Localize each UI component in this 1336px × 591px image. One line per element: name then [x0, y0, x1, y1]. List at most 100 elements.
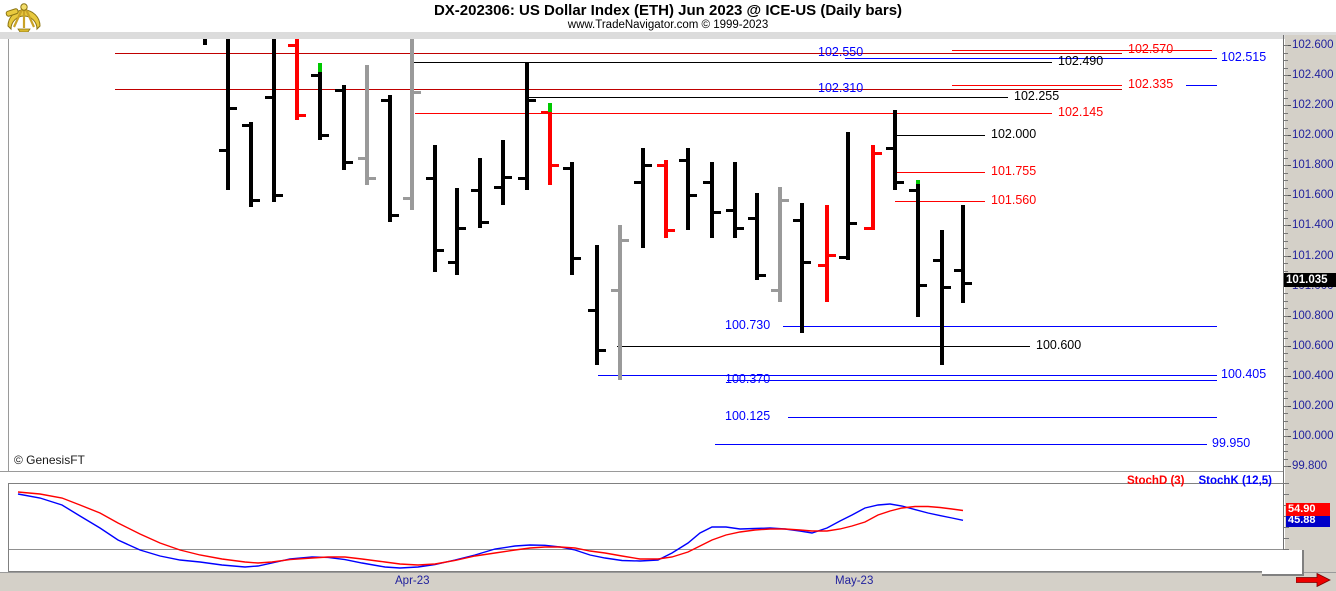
axis-minor-tick: [1284, 45, 1288, 46]
axis-label: 100.600: [1292, 340, 1334, 352]
level-label: 100.125: [725, 409, 771, 423]
axis-minor-tick: [1284, 361, 1288, 362]
level-label: 100.730: [725, 318, 771, 332]
level-label: 101.560: [991, 193, 1037, 207]
ohlc-close-tick: [850, 222, 857, 225]
level-line: [115, 53, 1122, 54]
axis-label: 100.400: [1292, 370, 1334, 382]
stoch-d-value-badge: 54.90: [1286, 503, 1330, 516]
axis-minor-tick: [1284, 195, 1288, 196]
ohlc-open-tick: [448, 261, 455, 264]
axis-minor-tick: [1284, 165, 1288, 166]
ohlc-close-tick: [645, 164, 652, 167]
stoch-axis-tick: [1284, 494, 1289, 495]
ohlc-close-tick: [599, 349, 606, 352]
axis-minor-tick: [1284, 406, 1288, 407]
axis-minor-tick: [1284, 256, 1288, 257]
trade-marker: [916, 180, 920, 184]
last-price-badge: 101.035: [1284, 273, 1336, 287]
axis-minor-tick: [1284, 233, 1288, 234]
ohlc-bar: [916, 183, 920, 317]
ohlc-open-tick: [954, 269, 961, 272]
level-label: 102.335: [1128, 77, 1174, 91]
axis-minor-tick: [1284, 90, 1288, 91]
axis-minor-tick: [1284, 444, 1288, 445]
axis-label: 100.800: [1292, 310, 1334, 322]
axis-minor-tick: [1284, 451, 1288, 452]
scroll-right-arrow-icon[interactable]: [1295, 572, 1332, 591]
date-label-apr: Apr-23: [395, 575, 430, 587]
ohlc-bar: [778, 187, 782, 302]
ohlc-open-tick: [471, 189, 478, 192]
ohlc-bar: [525, 62, 529, 190]
ohlc-close-tick: [276, 194, 283, 197]
level-line: [783, 326, 1217, 327]
ohlc-open-tick: [703, 181, 710, 184]
axis-minor-tick: [1284, 158, 1288, 159]
axis-minor-tick: [1284, 391, 1288, 392]
ohlc-close-tick: [965, 282, 972, 285]
level-line: [952, 85, 1122, 86]
level-line: [893, 172, 985, 173]
axis-minor-tick: [1284, 398, 1288, 399]
level-label: 102.310: [818, 81, 864, 95]
axis-minor-tick: [1284, 293, 1288, 294]
ohlc-open-tick: [886, 147, 893, 150]
axis-minor-tick: [1284, 128, 1288, 129]
stoch-gridline: [9, 549, 1283, 550]
ohlc-bar: [203, 39, 207, 45]
chart-title: DX-202306: US Dollar Index (ETH) Jun 202…: [433, 2, 903, 19]
stoch-panel: [8, 483, 1284, 572]
ohlc-open-tick: [933, 259, 940, 262]
axis-minor-tick: [1284, 210, 1288, 211]
ohlc-close-tick: [944, 286, 951, 289]
ohlc-bar: [800, 203, 804, 333]
axis-minor-tick: [1284, 53, 1288, 54]
chart-subtitle: www.TradeNavigator.com © 1999-2023: [567, 19, 769, 31]
level-label: 102.550: [818, 45, 864, 59]
ohlc-bar: [548, 112, 552, 185]
ohlc-close-tick: [253, 199, 260, 202]
ohlc-bar: [478, 158, 482, 228]
level-label: 99.950: [1212, 436, 1251, 450]
axis-minor-tick: [1284, 338, 1288, 339]
axis-minor-tick: [1284, 436, 1288, 437]
ohlc-open-tick: [494, 186, 501, 189]
ohlc-bar: [295, 39, 299, 120]
axis-label: 101.800: [1292, 159, 1334, 171]
stoch-axis-tick: [1284, 527, 1289, 528]
axis-label: 100.200: [1292, 400, 1334, 412]
level-label: 102.490: [1058, 54, 1104, 68]
ohlc-open-tick: [219, 149, 226, 152]
level-line: [598, 375, 1217, 376]
axis-minor-tick: [1284, 331, 1288, 332]
ohlc-open-tick: [541, 111, 548, 114]
stoch-d-legend-label: StochD (3): [1127, 475, 1185, 487]
ohlc-bar: [710, 162, 714, 238]
level-line: [715, 444, 1207, 445]
level-line: [1186, 85, 1217, 86]
stoch-axis-tick: [1284, 549, 1289, 550]
axis-minor-tick: [1284, 83, 1288, 84]
level-line: [527, 97, 1008, 98]
ohlc-open-tick: [726, 209, 733, 212]
stoch-axis-tick: [1284, 483, 1289, 484]
ohlc-close-tick: [322, 134, 329, 137]
ohlc-close-tick: [897, 181, 904, 184]
ohlc-open-tick: [335, 89, 342, 92]
ohlc-close-tick: [230, 107, 237, 110]
date-axis-strip: [0, 572, 1336, 591]
axis-minor-tick: [1284, 203, 1288, 204]
ohlc-open-tick: [242, 124, 249, 127]
ohlc-close-tick: [829, 254, 836, 257]
ohlc-bar: [641, 148, 645, 248]
level-line: [952, 50, 1212, 51]
ohlc-close-tick: [459, 227, 466, 230]
ohlc-bar: [455, 188, 459, 275]
chart-top-frame: [0, 32, 1336, 39]
axis-minor-tick: [1284, 225, 1288, 226]
axis-label: 102.000: [1292, 129, 1334, 141]
ohlc-bar: [664, 160, 668, 238]
stoch-axis-corner: [1262, 550, 1304, 576]
ohlc-bar: [961, 205, 965, 303]
